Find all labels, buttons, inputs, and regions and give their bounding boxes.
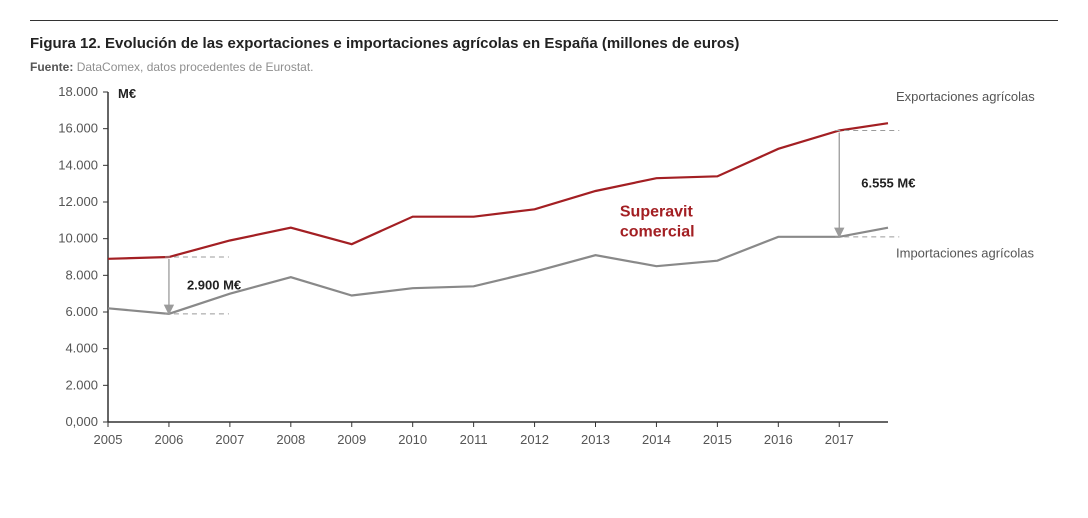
- imports-series-label: Importaciones agrícolas: [896, 246, 1035, 261]
- imports-line: [108, 228, 888, 314]
- chart: M€ 0,000 2.000 4.000 6.000 8.000 10.000 12.000 1…: [30, 82, 1058, 462]
- exports-line: [108, 123, 888, 259]
- figure-source: Fuente: DataComex, datos procedentes de …: [30, 60, 1058, 74]
- exports-series-label: Exportaciones agrícolas: [896, 89, 1035, 104]
- x-tick-label: 2013: [581, 432, 610, 447]
- x-tick-label: 2011: [460, 432, 488, 447]
- y-tick-label: 4.000: [65, 341, 98, 356]
- y-tick-label: 8.000: [65, 267, 98, 282]
- x-tick-label: 2009: [337, 432, 366, 447]
- top-rule: [30, 20, 1058, 21]
- x-tick-label: 2017: [825, 432, 854, 447]
- y-tick-label: 6.000: [65, 304, 98, 319]
- y-tick-label: 2.000: [65, 377, 98, 392]
- x-tick-label: 2008: [276, 432, 305, 447]
- y-tick-label: 10.000: [58, 231, 98, 246]
- x-tick-label: 2015: [703, 432, 732, 447]
- x-tick-label: 2007: [215, 432, 244, 447]
- y-tick-label: 0,000: [65, 414, 98, 429]
- source-label: Fuente:: [30, 60, 73, 74]
- x-tick-label: 2012: [520, 432, 549, 447]
- y-tick-label: 14.000: [58, 157, 98, 172]
- x-tick-label: 2006: [154, 432, 183, 447]
- x-tick-label: 2014: [642, 432, 671, 447]
- y-tick-label: 18.000: [58, 84, 98, 99]
- y-tick-label: 16.000: [58, 121, 98, 136]
- x-tick-label: 2016: [764, 432, 793, 447]
- figure-title: Figura 12. Evolución de las exportacione…: [30, 35, 1058, 52]
- superavit-label-1: Superavit: [620, 204, 694, 221]
- x-tick-label: 2005: [94, 432, 123, 447]
- y-unit-label: M€: [118, 86, 136, 101]
- source-text: DataComex, datos procedentes de Eurostat…: [77, 60, 314, 74]
- x-tick-label: 2010: [398, 432, 427, 447]
- superavit-label-2: comercial: [620, 224, 695, 241]
- gap-label: 2.900 M€: [187, 277, 241, 292]
- line-chart-svg: M€ 0,000 2.000 4.000 6.000 8.000 10.000 12.000 1…: [30, 82, 1058, 462]
- gap-label: 6.555 M€: [861, 176, 915, 191]
- y-tick-label: 12.000: [58, 194, 98, 209]
